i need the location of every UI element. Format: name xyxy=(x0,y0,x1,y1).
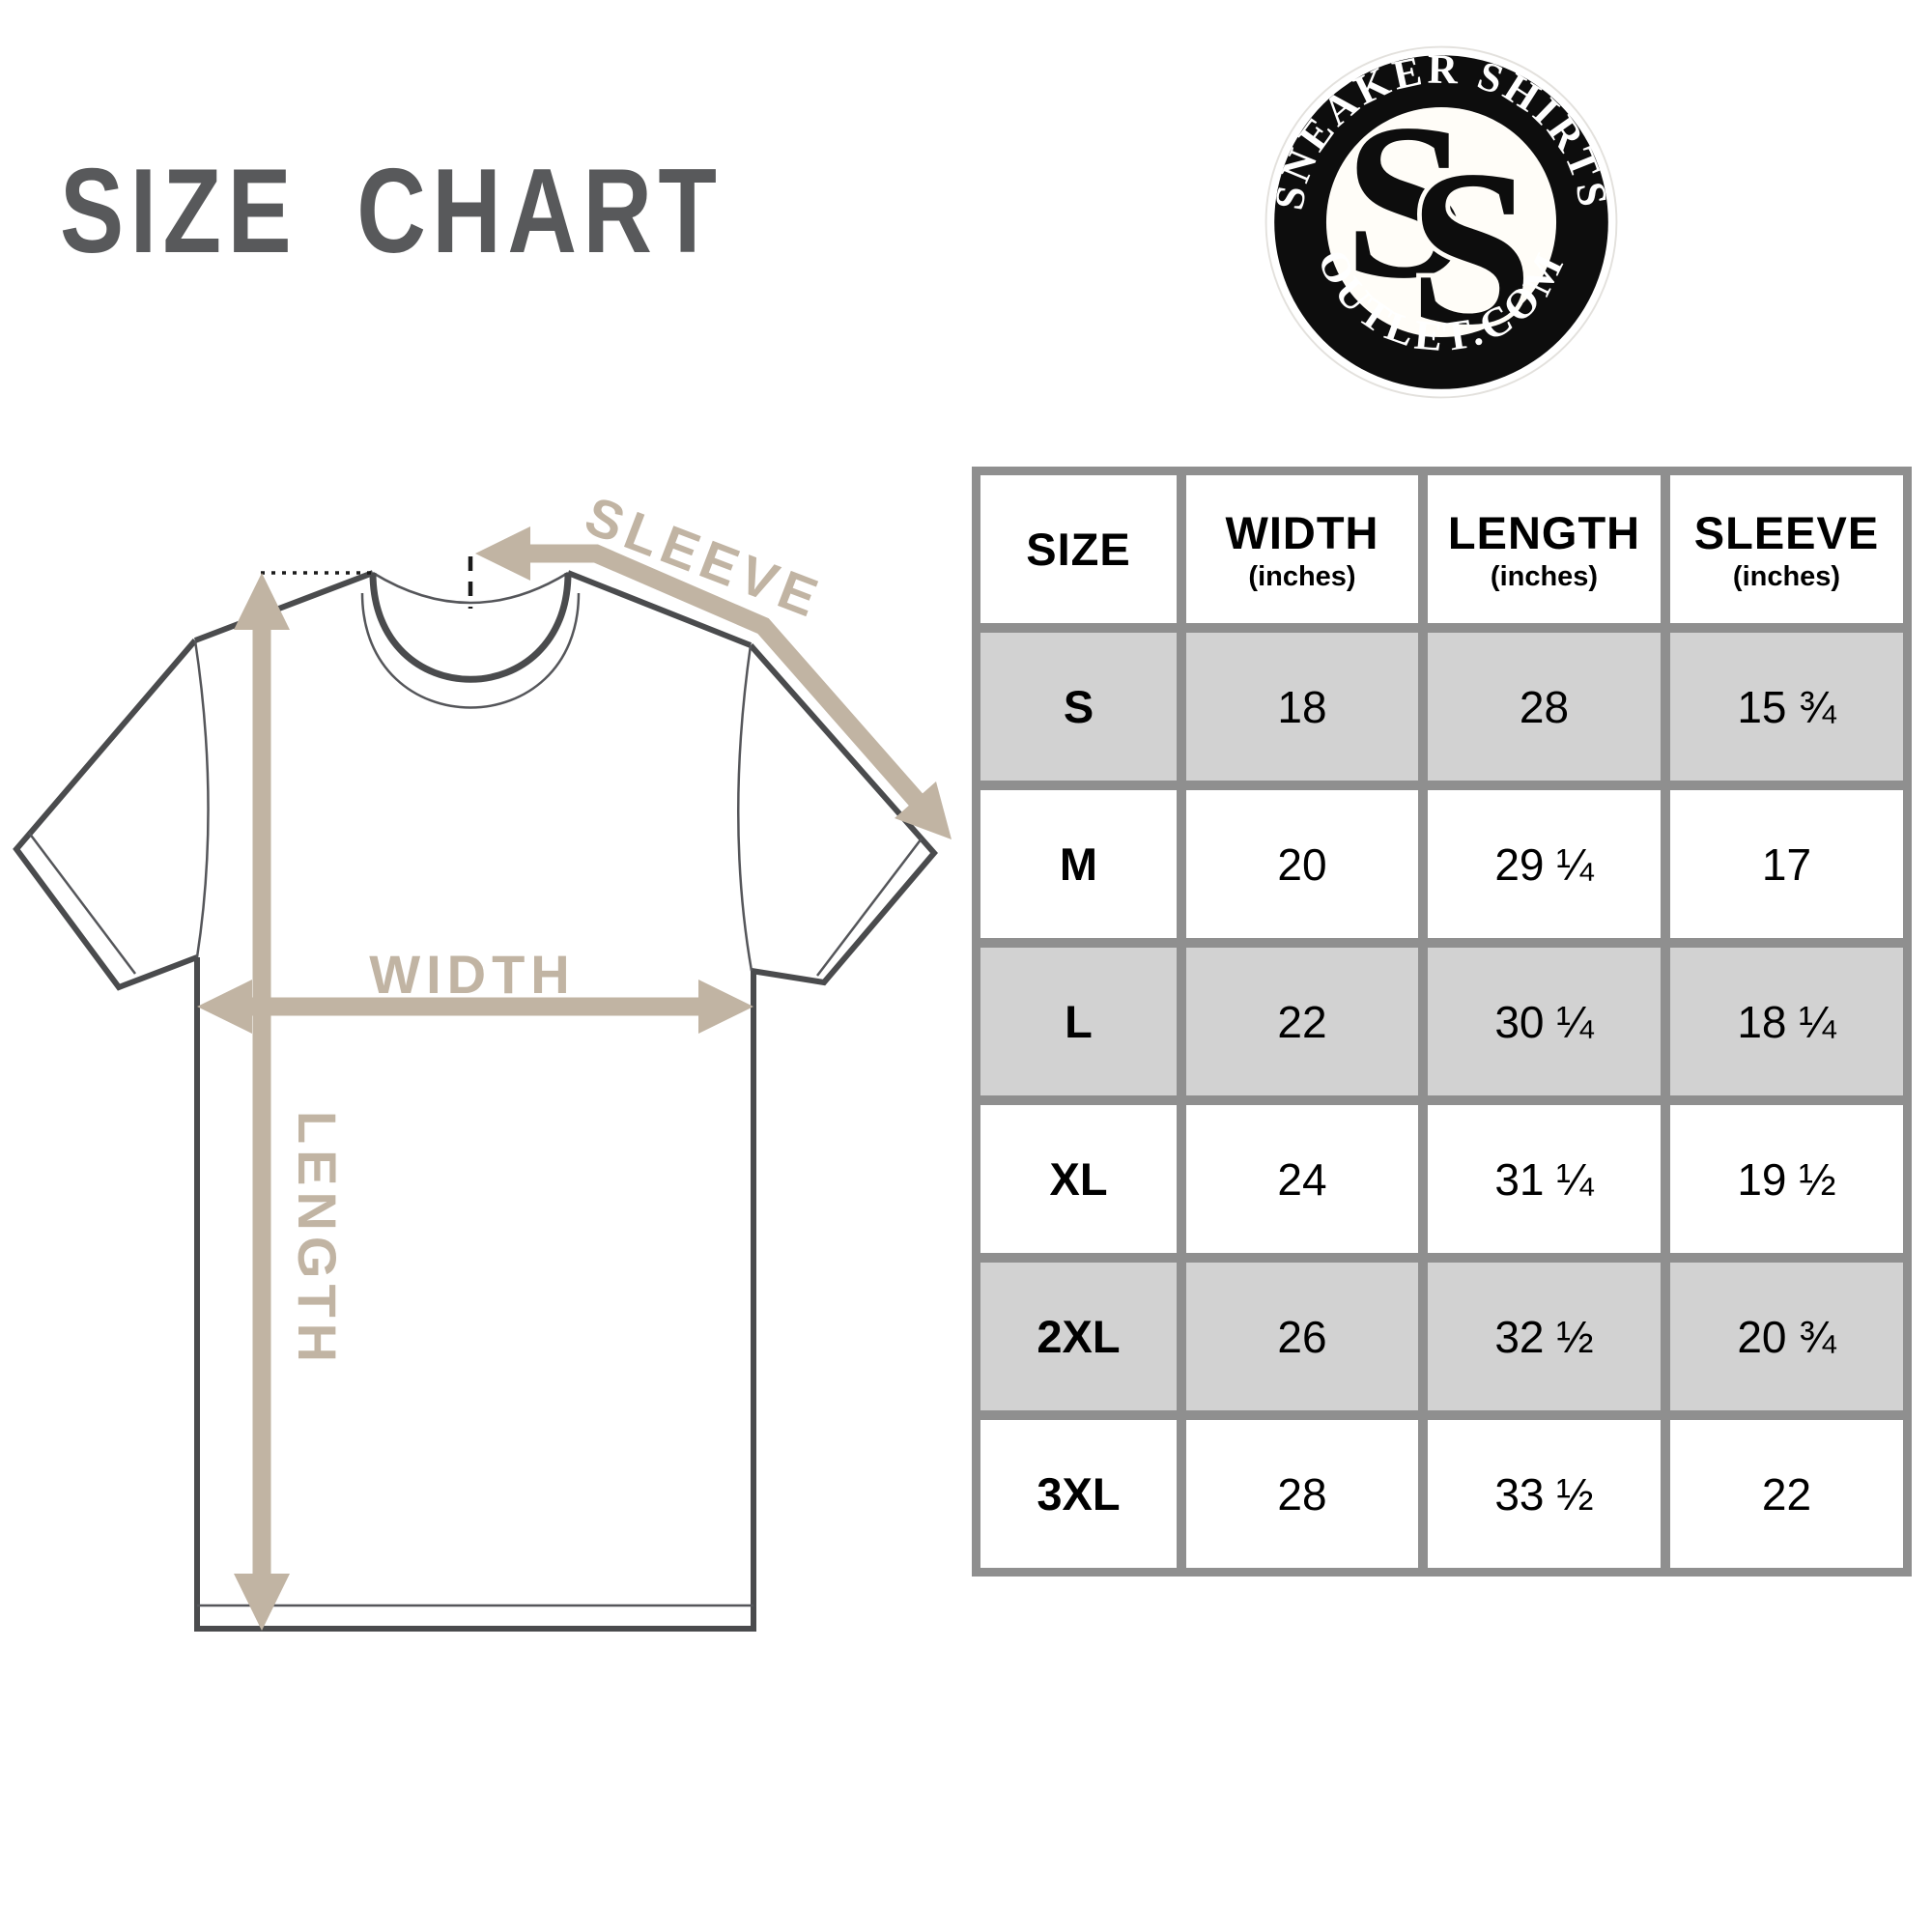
monogram-s-back: S xyxy=(1344,78,1467,325)
table-cell-width: 22 xyxy=(1186,948,1418,1095)
left-sleeve xyxy=(13,639,199,991)
logo-inner-circle xyxy=(1325,106,1557,338)
left-shoulder-seam xyxy=(193,570,375,643)
table-cell-sleeve: 22 xyxy=(1670,1420,1903,1568)
table-cell-width: 24 xyxy=(1186,1105,1418,1253)
size-chart-table: SIZE WIDTH (inches) LENGTH (inches) SLEE… xyxy=(972,467,1912,1577)
sleeve-arrowhead-left xyxy=(475,526,530,581)
monogram-s-front: S xyxy=(1409,125,1533,371)
logo-monogram: S S xyxy=(1340,73,1538,376)
header-sleeve-unit: (inches) xyxy=(1732,560,1841,592)
body-outline xyxy=(194,957,756,1632)
table-cell-length: 30 ¼ xyxy=(1428,948,1661,1095)
collar-inner-edge xyxy=(369,572,572,683)
table-cell-width: 28 xyxy=(1186,1420,1418,1568)
tshirt-measurement-diagram: SLEEVE WIDTH LENGTH xyxy=(0,377,966,1642)
length-arrowhead-down xyxy=(234,1574,290,1631)
collar xyxy=(360,571,581,709)
table-cell-size: 2XL xyxy=(980,1263,1177,1410)
table-cell-sleeve: 18 ¼ xyxy=(1670,948,1903,1095)
sleeve-arrowhead-right xyxy=(895,781,952,839)
table-cell-width: 20 xyxy=(1186,790,1418,938)
table-cell-sleeve: 20 ¾ xyxy=(1670,1263,1903,1410)
header-width-unit: (inches) xyxy=(1248,560,1356,592)
table-cell-length: 28 xyxy=(1428,633,1661,781)
right-cuff-stitch xyxy=(816,838,923,977)
header-length-label: LENGTH xyxy=(1447,506,1641,558)
table-cell-size: XL xyxy=(980,1105,1177,1253)
table-cell-sleeve: 15 ¾ xyxy=(1670,633,1903,781)
table-cell-size: 3XL xyxy=(980,1420,1177,1568)
header-width-label: WIDTH xyxy=(1225,506,1379,558)
table-cell-width: 18 xyxy=(1186,633,1418,781)
table-cell-length: 32 ½ xyxy=(1428,1263,1661,1410)
header-sleeve-label: SLEEVE xyxy=(1693,506,1880,558)
brand-logo: S S SNEAKER SHIRTS OUTLET.COM xyxy=(1256,37,1627,408)
header-length-unit: (inches) xyxy=(1490,560,1599,592)
length-label: LENGTH xyxy=(287,1111,348,1368)
header-cell-size: SIZE xyxy=(980,475,1177,623)
header-cell-width: WIDTH (inches) xyxy=(1186,475,1418,623)
width-arrowhead-right xyxy=(698,980,753,1034)
left-armhole-seam xyxy=(193,639,210,958)
width-arrow xyxy=(197,980,753,1034)
length-arrow xyxy=(234,573,290,1631)
header-cell-length: LENGTH (inches) xyxy=(1428,475,1661,623)
length-arrowhead-up xyxy=(234,573,290,630)
shirt-fill xyxy=(16,573,934,1629)
tshirt-outline xyxy=(13,556,938,1632)
table-cell-width: 26 xyxy=(1186,1263,1418,1410)
header-cell-sleeve: SLEEVE (inches) xyxy=(1670,475,1903,623)
left-cuff-stitch xyxy=(28,832,136,975)
right-armhole-seam xyxy=(737,644,753,972)
page-title: SIZE CHART xyxy=(60,145,724,278)
right-shoulder-seam xyxy=(566,570,753,648)
table-cell-sleeve: 17 xyxy=(1670,790,1903,938)
logo-sticker-edge xyxy=(1264,45,1618,399)
sleeve-arrow xyxy=(475,526,952,839)
table-cell-size: S xyxy=(980,633,1177,781)
table-cell-length: 31 ¼ xyxy=(1428,1105,1661,1253)
table-cell-size: M xyxy=(980,790,1177,938)
table-cell-sleeve: 19 ½ xyxy=(1670,1105,1903,1253)
table-cell-size: L xyxy=(980,948,1177,1095)
table-cell-length: 33 ½ xyxy=(1428,1420,1661,1568)
header-size-label: SIZE xyxy=(1026,524,1131,575)
table-cell-length: 29 ¼ xyxy=(1428,790,1661,938)
width-arrowhead-left xyxy=(197,980,252,1034)
collar-outer-seam xyxy=(360,592,581,709)
back-collar-line xyxy=(372,571,569,605)
right-sleeve xyxy=(748,643,938,986)
width-label: WIDTH xyxy=(369,944,576,1005)
